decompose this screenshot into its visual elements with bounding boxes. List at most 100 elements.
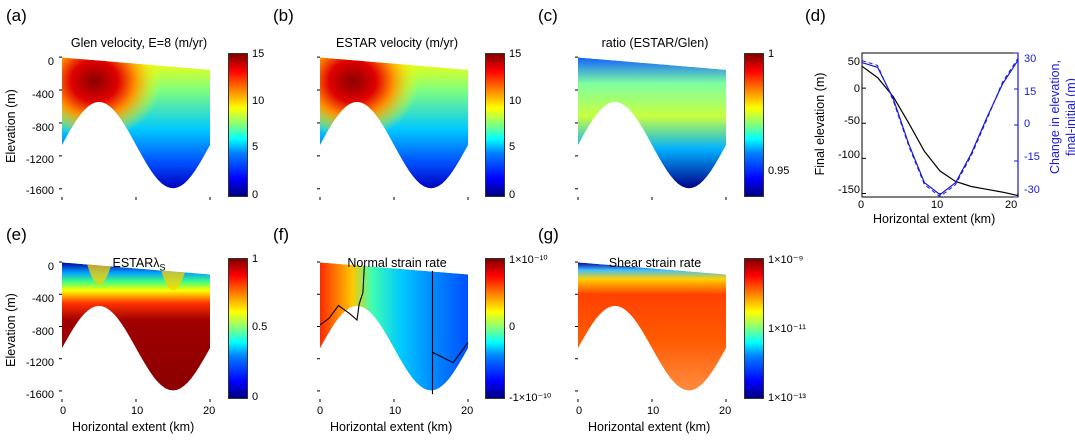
x-tick: 10 xyxy=(131,405,144,417)
glacier-field xyxy=(578,262,726,391)
d-left-tick: 0 xyxy=(853,83,860,95)
cbar-e-tick: 0.5 xyxy=(252,321,268,333)
colorbar-g xyxy=(744,258,764,399)
x-tick: 10 xyxy=(647,405,660,417)
d-ylabel-left: Final elevation (m) xyxy=(813,72,827,176)
panel-b-title: ESTAR velocity (m/yr) xyxy=(336,36,458,50)
x-tick: 20 xyxy=(719,405,732,417)
panel-b-field xyxy=(320,57,468,189)
panel-e-field xyxy=(62,262,210,391)
elevation-label-bottom: Elevation (m) xyxy=(4,293,18,367)
panel-letter-f: (f) xyxy=(273,225,290,244)
elevation-label-top: Elevation (m) xyxy=(4,89,18,163)
lambda-symbol: λ xyxy=(153,256,160,270)
elev-tick: 0 xyxy=(47,56,54,68)
x-tick: 20 xyxy=(461,405,474,417)
final-elevation-line xyxy=(861,65,1019,197)
colorbar-c xyxy=(744,53,764,197)
elev-tick: -400 xyxy=(31,293,54,305)
panel-c-field xyxy=(578,57,726,189)
panel-g-field xyxy=(578,262,726,391)
d-left-tick: -50 xyxy=(844,115,860,127)
cbar-g-tick: 1×10⁻¹¹ xyxy=(768,323,806,335)
cbar-f-tick: 0 xyxy=(509,321,516,333)
d-x-tick: 10 xyxy=(931,199,944,211)
d-x-tick: 20 xyxy=(1005,199,1018,211)
lambda-plume xyxy=(161,270,185,291)
elev-tick: -1600 xyxy=(25,389,54,401)
elev-tick: -800 xyxy=(31,326,54,338)
elev-tick: -400 xyxy=(31,89,54,101)
d-left-tick: -100 xyxy=(837,149,860,161)
elev-tick: -1200 xyxy=(25,357,54,369)
cbar-f-tick: -1×10⁻¹⁰ xyxy=(509,392,552,404)
cbar-a-tick: 10 xyxy=(252,95,265,107)
panel-letter-b: (b) xyxy=(273,6,294,25)
field-overlay xyxy=(62,57,210,189)
lambda-plume xyxy=(87,264,111,285)
cbar-e-tick: 1 xyxy=(252,253,259,265)
panel-e-title: ESTARλS xyxy=(64,256,214,273)
x-tick: 0 xyxy=(576,405,583,417)
cbar-g-tick: 1×10⁻⁹ xyxy=(768,254,804,266)
lambda-subscript: S xyxy=(159,262,166,273)
cbar-a-tick: 5 xyxy=(252,141,259,153)
d-right-tick: -15 xyxy=(1024,151,1040,163)
cbar-b-tick: 10 xyxy=(509,95,522,107)
elev-tick: 0 xyxy=(47,261,54,273)
cbar-b-tick: 0 xyxy=(509,189,516,201)
cbar-b-tick: 5 xyxy=(509,141,516,153)
elev-tick: -1200 xyxy=(25,154,54,166)
colorbar-a xyxy=(228,53,248,197)
cbar-b-tick: 15 xyxy=(509,48,522,60)
panel-f-title: Normal strain rate xyxy=(347,256,447,270)
cbar-f-tick: 1×10⁻¹⁰ xyxy=(509,254,548,266)
strain-contour xyxy=(319,265,365,326)
d-right-tick: 0 xyxy=(1024,118,1031,130)
cbar-e-tick: 0 xyxy=(252,391,259,403)
panel-a-field xyxy=(62,57,210,189)
x-label-g: Horizontal extent (km) xyxy=(588,420,711,434)
d-ylabel-right-2: final-initial (m) xyxy=(1064,78,1075,156)
cbar-a-tick: 0 xyxy=(252,189,259,201)
elev-tick: -1600 xyxy=(25,185,54,197)
panel-letter-e: (e) xyxy=(6,225,27,244)
strain-contour xyxy=(431,270,469,364)
colorbar-e xyxy=(228,258,248,399)
d-right-tick: 30 xyxy=(1024,53,1037,65)
panel-c-title: ratio (ESTAR/Glen) xyxy=(601,36,709,50)
cbar-c-tick: 0.95 xyxy=(768,165,790,177)
x-tick: 20 xyxy=(203,405,216,417)
panel-letter-g: (g) xyxy=(538,225,559,244)
panel-a-title: Glen velocity, E=8 (m/yr) xyxy=(70,36,208,50)
d-x-tick: 0 xyxy=(858,199,865,211)
x-tick: 0 xyxy=(60,405,67,417)
colorbar-b xyxy=(485,53,505,197)
panel-f-field xyxy=(320,262,468,391)
cbar-c-tick: 1 xyxy=(768,48,775,60)
d-x-label: Horizontal extent (km) xyxy=(873,212,996,226)
glacier-field xyxy=(578,57,726,189)
glacier-field xyxy=(320,262,468,391)
d-left-tick: 50 xyxy=(847,56,860,68)
panel-letter-c: (c) xyxy=(538,6,558,25)
d-right-tick: -30 xyxy=(1024,184,1040,196)
glacier-field xyxy=(62,262,210,391)
x-tick: 0 xyxy=(317,405,324,417)
panel-d-axes-box xyxy=(861,52,1019,198)
cbar-g-tick: 1×10⁻¹³ xyxy=(768,392,806,404)
d-left-tick: -150 xyxy=(837,184,860,196)
field-overlay xyxy=(320,57,468,189)
colorbar-f xyxy=(485,258,505,399)
elev-tick: -800 xyxy=(31,122,54,134)
d-right-tick: 15 xyxy=(1024,86,1037,98)
panel-e-title-main: ESTAR xyxy=(112,256,154,270)
x-tick: 10 xyxy=(389,405,402,417)
x-label-f: Horizontal extent (km) xyxy=(330,420,453,434)
cbar-a-tick: 15 xyxy=(252,48,265,60)
elevation-change-dashed-line xyxy=(861,57,1019,198)
elevation-change-line xyxy=(861,59,1019,196)
x-label-e: Horizontal extent (km) xyxy=(72,420,195,434)
d-ylabel-right-1: Change in elevation, xyxy=(1048,60,1062,174)
